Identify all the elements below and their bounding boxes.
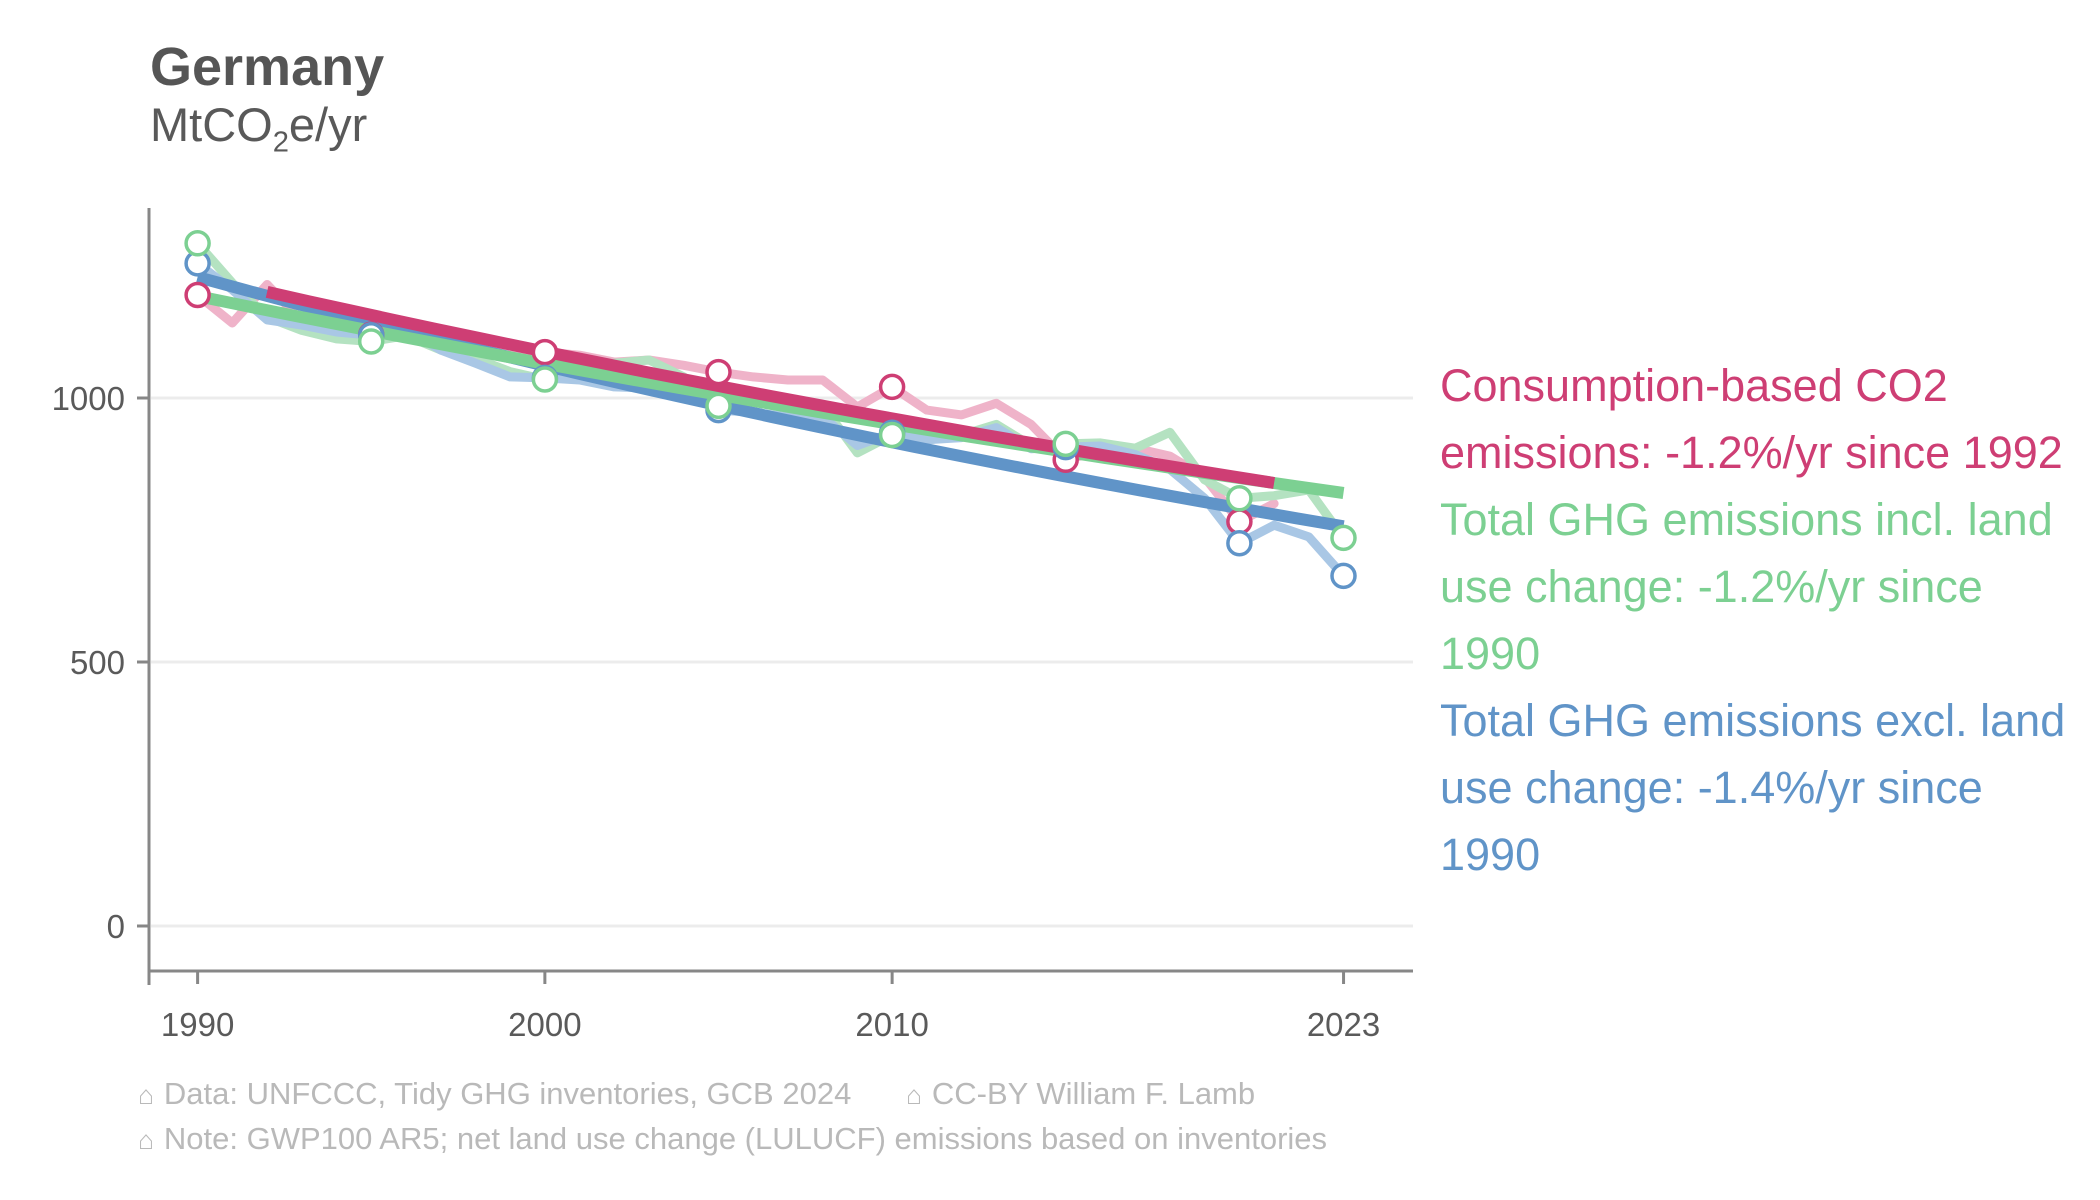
marker-consumption-2020	[1226, 508, 1253, 535]
marker-consumption-2005	[705, 358, 732, 386]
legend-line-excl_luc: 1990	[1440, 829, 1541, 880]
house-icon: ⌂	[138, 1125, 154, 1155]
x-tick-label: 1990	[161, 1006, 234, 1043]
chart-legend: Consumption-based CO2 emissions: -1.2%/yr…	[1440, 352, 2100, 888]
legend-line-excl_luc: Total GHG emissions excl. land	[1440, 695, 2066, 746]
footer-data-source: Data: UNFCCC, Tidy GHG inventories, GCB …	[163, 1076, 852, 1111]
y-tick-label: 1000	[52, 380, 125, 417]
chart-header: Germany MtCO2e/yr	[150, 36, 384, 160]
marker-incl_luc-2020	[1226, 485, 1253, 512]
marker-incl_luc-2010	[878, 421, 906, 449]
legend-line-incl_luc: 1990	[1440, 628, 1541, 679]
legend-line-incl_luc: Total GHG emissions incl. land	[1440, 494, 2053, 545]
page-title: Germany	[150, 37, 385, 97]
footer-line-2: ⌂ Note: GWP100 AR5; net land use change (…	[138, 1117, 1327, 1162]
emissions-chart: 0 500 1000 1990 2000 2010 2023	[52, 208, 1413, 1043]
legend-line-consumption: Consumption-based CO2	[1440, 360, 1948, 411]
marker-consumption-2000	[531, 338, 559, 366]
y-tick-label: 0	[107, 908, 125, 945]
marker-incl_luc-1990	[184, 230, 211, 257]
marker-incl_luc-2015	[1052, 430, 1079, 458]
x-tick-label: 2023	[1307, 1006, 1380, 1043]
trend-line-excl_luc	[196, 271, 1345, 533]
house-icon: ⌂	[138, 1080, 154, 1110]
marker-incl_luc-2005	[705, 392, 732, 420]
footer-license: CC-BY William F. Lamb	[931, 1076, 1256, 1111]
legend-line-excl_luc: use change: -1.4%/yr since	[1440, 762, 1983, 813]
y-tick-label: 500	[70, 644, 125, 681]
marker-excl_luc-2023	[1330, 562, 1357, 590]
marker-incl_luc-2023	[1330, 524, 1357, 552]
marker-incl_luc-2000	[531, 366, 559, 393]
marker-incl_luc-1995	[357, 328, 385, 355]
x-tick-label: 2010	[855, 1006, 928, 1043]
chart-footer: ⌂ Data: UNFCCC, Tidy GHG inventories, GCB…	[138, 1072, 1327, 1162]
legend-line-consumption: emissions: -1.2%/yr since 1992	[1440, 427, 2063, 478]
footer-note: Note: GWP100 AR5; net land use change (L…	[163, 1121, 1328, 1156]
marker-consumption-2010	[878, 373, 906, 401]
unit-label: MtCO2e/yr	[150, 98, 368, 159]
house-icon: ⌂	[905, 1080, 922, 1110]
legend-line-incl_luc: use change: -1.2%/yr since	[1440, 561, 1983, 612]
footer-line-1: ⌂ Data: UNFCCC, Tidy GHG inventories, GCB…	[138, 1072, 1327, 1117]
marker-consumption-1990	[184, 281, 211, 309]
marker-excl_luc-2020	[1226, 529, 1253, 557]
x-tick-label: 2000	[508, 1006, 581, 1043]
trend-line-consumption	[265, 286, 1276, 489]
